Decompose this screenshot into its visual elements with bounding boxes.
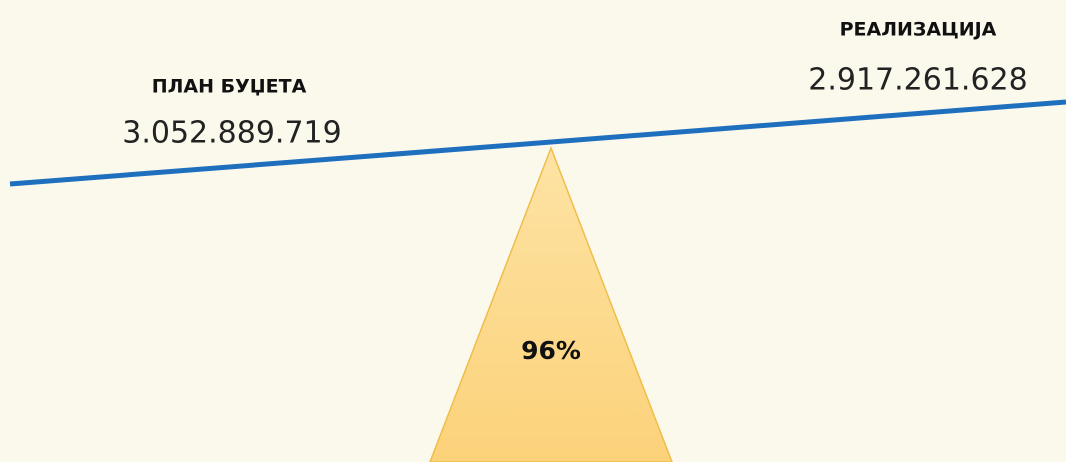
fulcrum [429, 145, 673, 462]
balance-beam [9, 99, 1066, 187]
realization-value: 2.917.261.628 [808, 63, 1027, 98]
plan-label: ПЛАН БУЏЕТА [152, 76, 307, 98]
plan-value: 3.052.889.719 [122, 116, 341, 151]
realization-label: РЕАЛИЗАЦИЈА [840, 19, 997, 41]
percent-label: 96% [521, 336, 581, 365]
